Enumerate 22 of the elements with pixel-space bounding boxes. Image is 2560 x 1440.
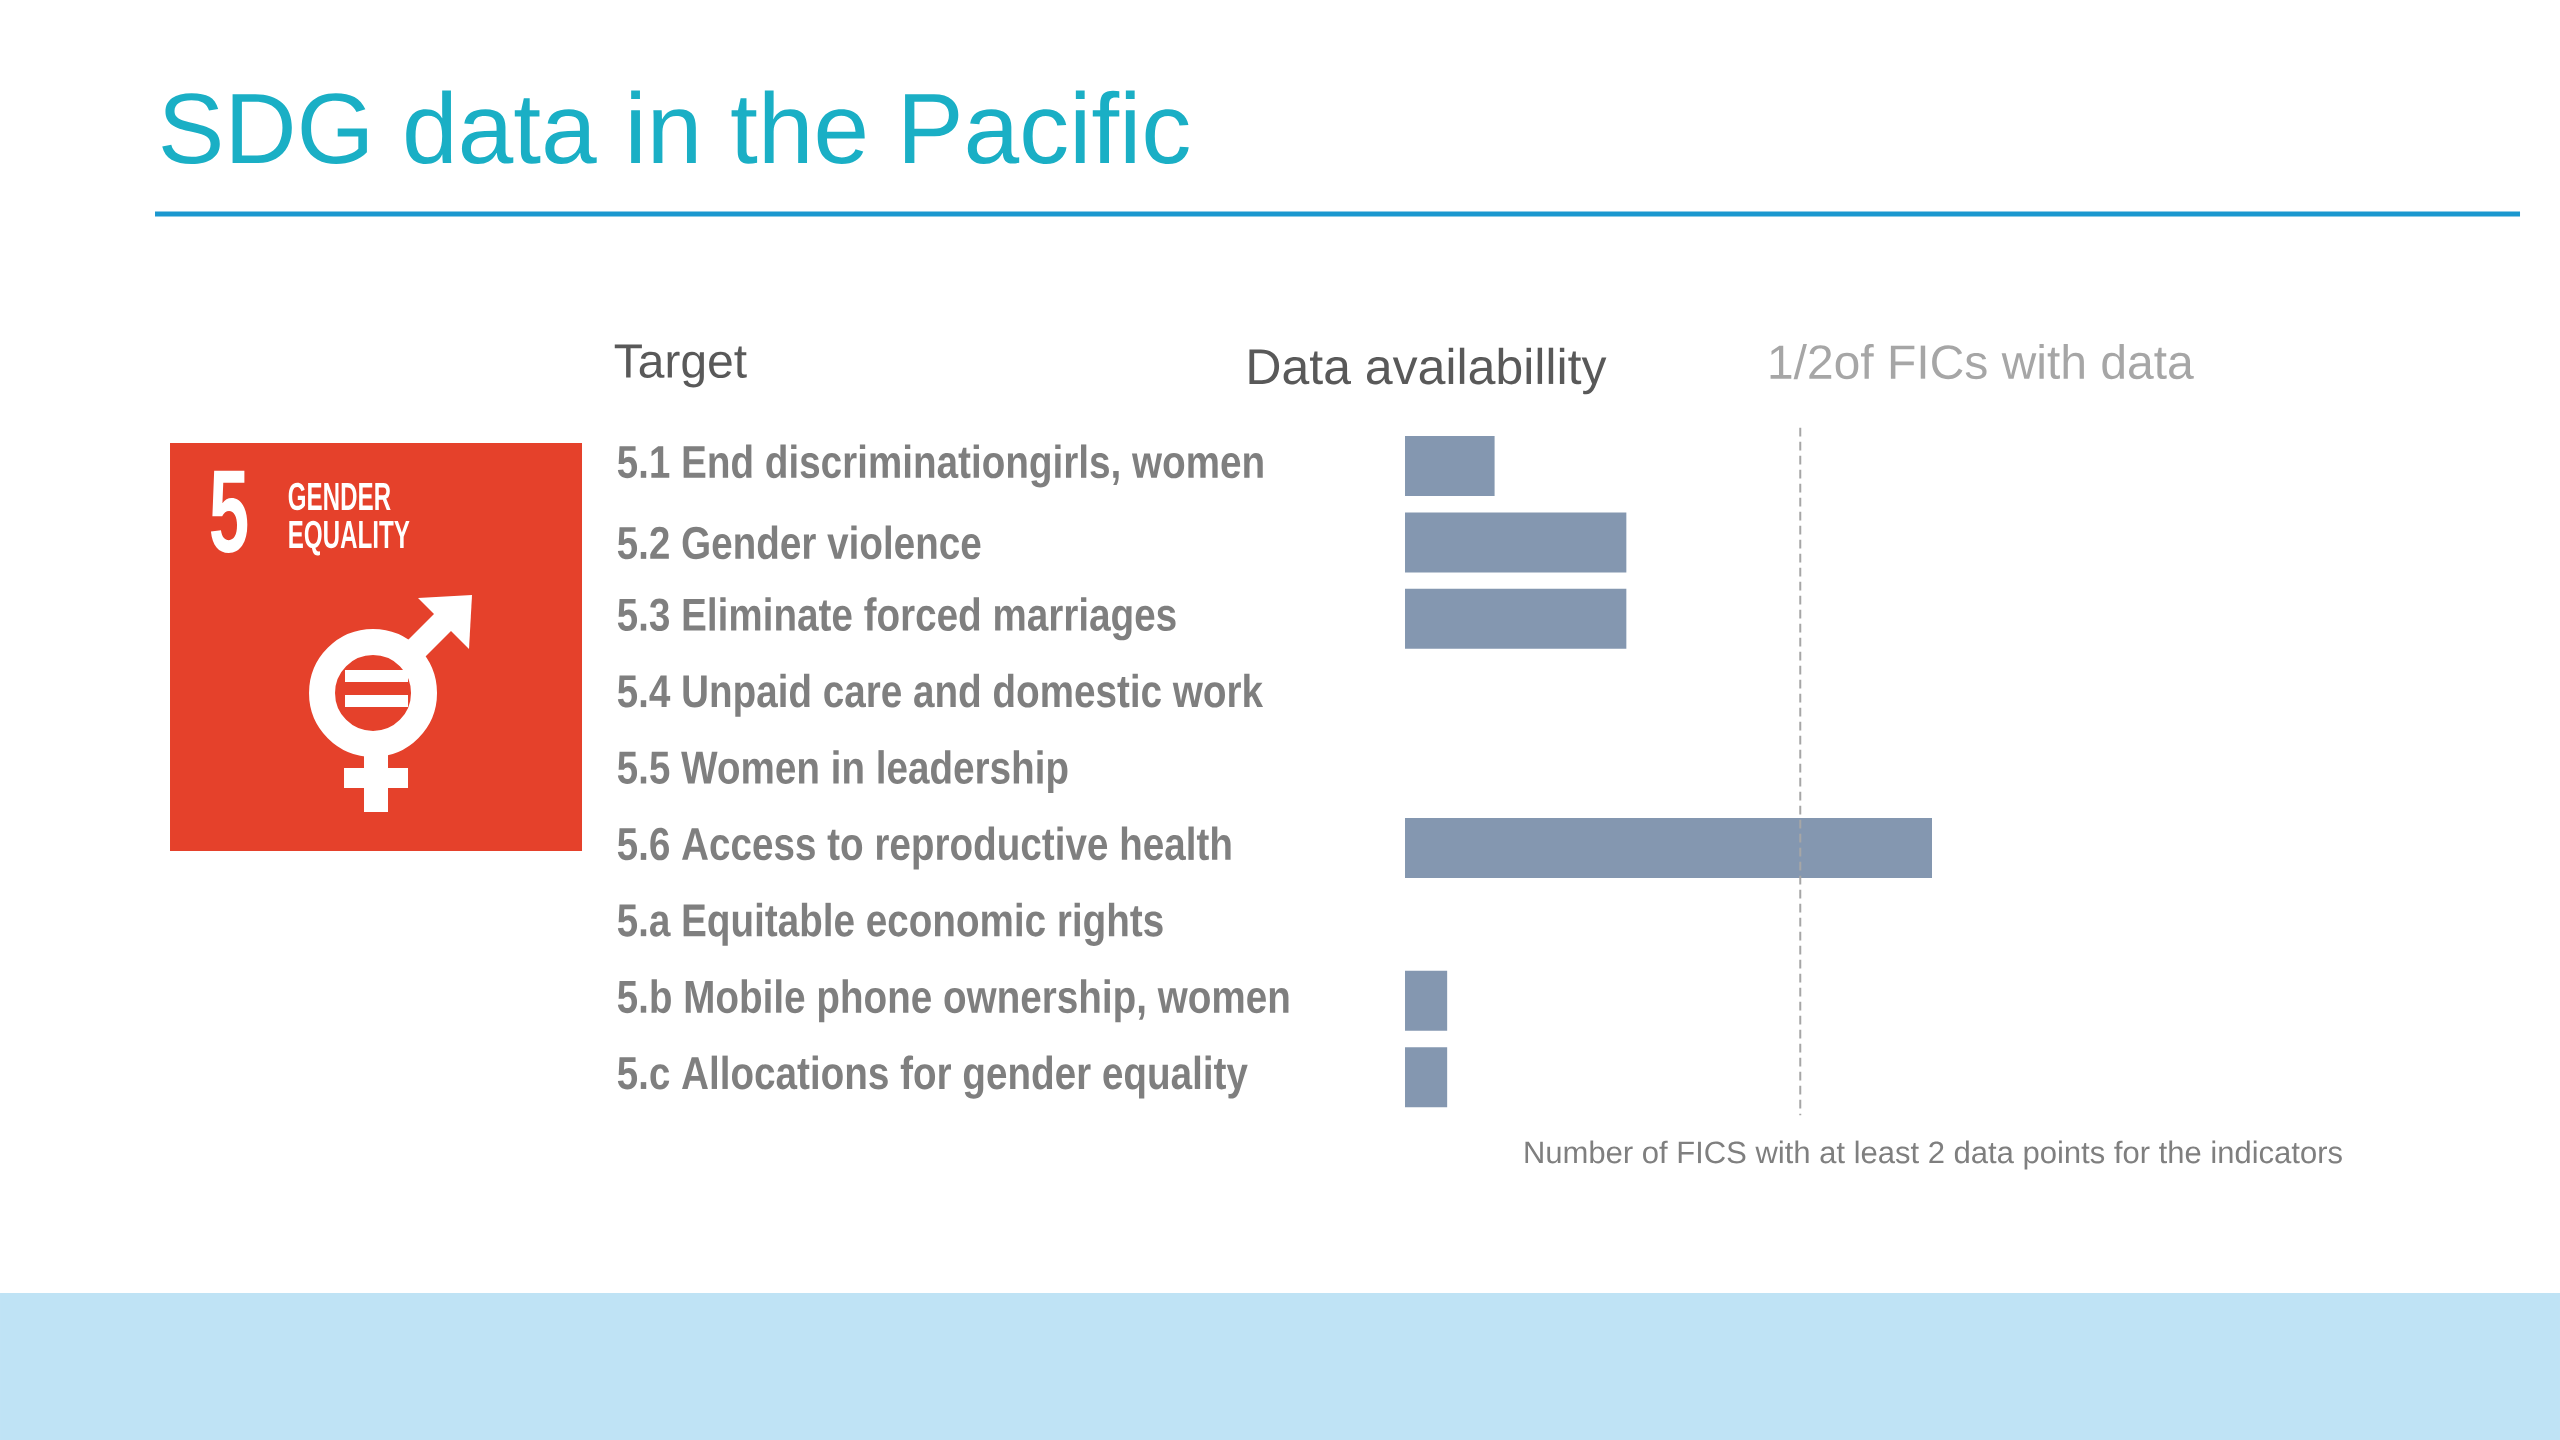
bar	[1405, 436, 1495, 496]
y-tick-label: 5.4 Unpaid care and domestic work	[617, 673, 1264, 717]
y-tick-label: 5.6 Access to reproductive health	[617, 826, 1231, 870]
ref-line-label: 1/2of FICs with data	[1770, 343, 2194, 380]
bar	[1405, 512, 1627, 573]
bar	[1405, 817, 1932, 878]
y-tick-label: 5.3 Eliminate forced marriages	[617, 597, 1176, 641]
y-tick-label: 5.2 Gender violence	[617, 525, 981, 560]
text: 5	[210, 470, 248, 553]
y-tick-label: 5.b Mobile phone ownership, women	[617, 979, 1289, 1023]
bar	[1405, 970, 1448, 1031]
chart-title: SDG data in the Pacific	[162, 90, 1189, 164]
text: Data availabillity	[1249, 347, 1607, 395]
y-tick-label: 5.a Equitable economic rights	[617, 902, 1163, 946]
y-tick-label: 5.c Allocations for gender equality	[617, 1055, 1248, 1099]
y-tick-label: 5.1 End discriminationgirls, women	[617, 444, 1263, 488]
bar	[1405, 1047, 1448, 1108]
text: GENDER EQUALITY	[288, 482, 410, 556]
bar	[1405, 588, 1627, 649]
x-axis-title: Number of FICS with at least 2 data points for the indicators	[1525, 1140, 2342, 1170]
y-axis-title: Target	[614, 344, 747, 388]
y-tick-label: 5.5 Women in leadership	[617, 750, 1068, 794]
